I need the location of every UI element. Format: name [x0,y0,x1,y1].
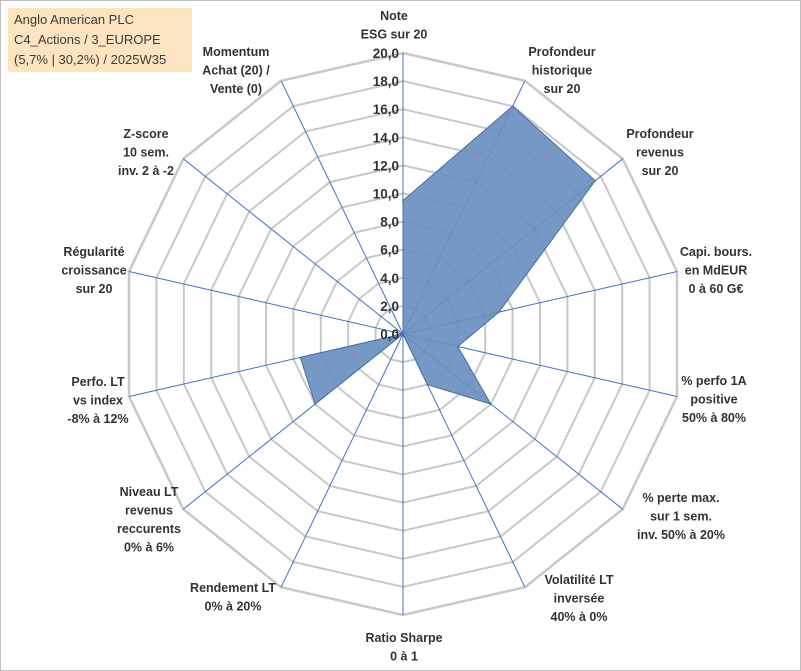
data-point [490,403,492,405]
axis-label: Rendement LT 0% à 20% [190,581,276,614]
axis-label: Niveau LT revenus reccurents 0% à 6% [117,485,181,555]
r-tick-label: 16,0 [373,102,399,117]
spoke [182,158,404,335]
axis-label: Ratio Sharpe 0 à 1 [365,631,442,664]
r-tick-label: 12,0 [373,158,399,173]
axis-label: Régularité croissance sur 20 [61,245,126,296]
axis-label: Note ESG sur 20 [361,9,428,42]
data-point [299,356,302,359]
axis-label: Profondeur revenus sur 20 [626,127,693,178]
title-period: (5,7% | 30,2%) / 2025W35 [14,52,167,67]
axis-label: Perfo. LT vs index -8% à 12% [67,375,128,426]
axis-labels: Note ESG sur 20 Profondeur historique sur 20… [61,9,752,664]
data-point [498,311,500,313]
title-box: Anglo American PLC C4_Actions / 3_EUROPE… [8,8,192,72]
r-tick-label: 4,0 [380,271,399,286]
data-point [457,345,459,348]
data-point [402,333,404,335]
spoke [280,80,404,335]
axis-label: Momentum Achat (20) / Vente (0) [202,45,270,96]
axis-label: Volatilité LT inversée 40% à 0% [545,573,614,624]
r-tick-label: 2,0 [380,299,399,314]
axis-label: % perte max. sur 1 sem. inv. 50% à 20% [637,491,725,542]
r-tick-label: 8,0 [380,215,399,230]
r-tick-label: 14,0 [373,130,399,145]
data-point [402,199,404,202]
data-point [426,383,429,386]
series-area [299,105,596,405]
radial-tick-labels: 0,0 2,0 4,0 6,0 8,0 10,0 12,0 14,0 16,0 18,0 20,0 [373,46,399,342]
data-point [594,179,596,182]
axis-label: Z-score 10 sem. inv. 2 à -2 [118,127,174,178]
axis-label: Profondeur historique sur 20 [528,45,595,96]
spoke [128,271,404,335]
spoke [280,333,404,588]
r-tick-label: 20,0 [373,46,399,61]
r-tick-label: 0,0 [380,327,399,342]
r-tick-label: 6,0 [380,243,399,258]
r-tick-label: 18,0 [373,74,399,89]
radar-series [299,105,596,405]
title-category: C4_Actions / 3_EUROPE [14,32,161,47]
title-company: Anglo American PLC [14,12,134,27]
axis-label: Capi. bours. en MdEUR 0 à 60 G€ [680,245,752,296]
data-point [314,403,316,405]
axis-label: % perfo 1A positive 50% à 80% [681,374,746,425]
r-tick-label: 10,0 [373,187,399,202]
data-point [511,105,514,107]
